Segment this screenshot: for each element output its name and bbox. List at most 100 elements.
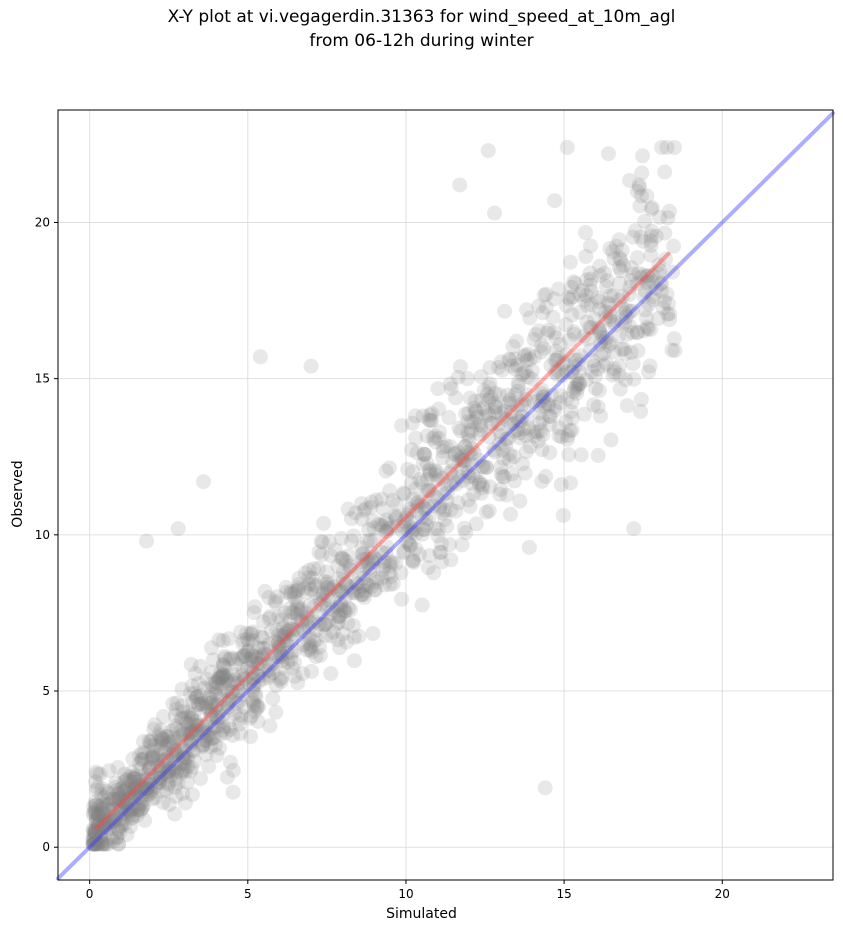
scatter-point: [211, 670, 227, 686]
scatter-point: [105, 791, 121, 807]
scatter-point: [600, 295, 616, 311]
scatter-point: [559, 346, 575, 362]
scatter-point: [202, 690, 218, 706]
scatter-point: [168, 747, 184, 763]
scatter-point: [625, 266, 641, 282]
scatter-point: [176, 755, 192, 771]
scatter-point: [365, 625, 381, 641]
scatter-point: [379, 538, 395, 554]
scatter-point: [603, 432, 619, 448]
scatter-point: [96, 789, 112, 805]
scatter-point: [220, 699, 236, 715]
scatter-point: [214, 676, 230, 692]
scatter-point: [430, 381, 446, 397]
scatter-point: [185, 694, 201, 710]
scatter-point: [633, 403, 649, 419]
scatter-point: [559, 139, 575, 155]
scatter-point: [431, 424, 447, 440]
scatter-point: [316, 617, 332, 633]
scatter-point: [401, 504, 417, 520]
scatter-point: [550, 350, 566, 366]
scatter-point: [424, 405, 440, 421]
scatter-point: [312, 607, 328, 623]
scatter-point: [368, 492, 384, 508]
scatter-point: [225, 651, 241, 667]
scatter-point: [188, 714, 204, 730]
scatter-point: [293, 601, 309, 617]
scatter-point: [204, 706, 220, 722]
scatter-point: [535, 412, 551, 428]
scatter-point: [150, 751, 166, 767]
scatter-point: [153, 741, 169, 757]
scatter-point: [233, 707, 249, 723]
scatter-point: [359, 551, 375, 567]
scatter-point: [520, 387, 536, 403]
scatter-point: [579, 314, 595, 330]
scatter-point: [354, 496, 370, 512]
scatter-point: [208, 709, 224, 725]
scatter-point: [478, 459, 494, 475]
scatter-point: [145, 750, 161, 766]
scatter-point: [564, 422, 580, 438]
scatter-point: [92, 808, 108, 824]
scatter-point: [95, 800, 111, 816]
scatter-point: [495, 469, 511, 485]
scatter-point: [250, 655, 266, 671]
scatter-point: [535, 305, 551, 321]
scatter-point: [548, 330, 564, 346]
scatter-point: [460, 414, 476, 430]
scatter-point: [657, 225, 673, 241]
scatter-point: [481, 407, 497, 423]
scatter-point: [198, 698, 214, 714]
scatter-point: [162, 768, 178, 784]
scatter-point: [634, 165, 650, 181]
scatter-point: [182, 736, 198, 752]
scatter-point: [598, 355, 614, 371]
scatter-point: [639, 188, 655, 204]
scatter-point: [311, 639, 327, 655]
scatter-point: [439, 485, 455, 501]
scatter-point: [100, 785, 116, 801]
scatter-point: [182, 737, 198, 753]
scatter-point: [219, 769, 235, 785]
scatter-point: [517, 363, 533, 379]
scatter-point: [478, 408, 494, 424]
scatter-point: [207, 737, 223, 753]
scatter-point: [623, 344, 639, 360]
scatter-point: [121, 803, 137, 819]
scatter-point: [603, 335, 619, 351]
scatter-point: [330, 609, 346, 625]
scatter-point: [343, 511, 359, 527]
scatter-point: [433, 536, 449, 552]
scatter-point: [567, 275, 583, 291]
scatter-point: [394, 591, 410, 607]
scatter-point: [515, 365, 531, 381]
scatter-point: [232, 693, 248, 709]
scatter-point: [519, 352, 535, 368]
scatter-point: [282, 613, 298, 629]
scatter-point: [493, 481, 509, 497]
scatter-point: [521, 420, 537, 436]
scatter-point: [100, 816, 116, 832]
scatter-point: [560, 428, 576, 444]
scatter-point: [290, 582, 306, 598]
scatter-point: [152, 771, 168, 787]
scatter-point: [316, 515, 332, 531]
scatter-point: [249, 698, 265, 714]
scatter-point: [196, 732, 212, 748]
scatter-point: [112, 811, 128, 827]
chart-subtitle: from 06-12h during winter: [309, 31, 534, 51]
scatter-point: [595, 329, 611, 345]
scatter-point: [642, 358, 658, 374]
scatter-point: [108, 775, 124, 791]
scatter-point: [164, 747, 180, 763]
scatter-point: [320, 592, 336, 608]
scatter-point: [331, 614, 347, 630]
scatter-point: [502, 392, 518, 408]
scatter-point: [302, 640, 318, 656]
scatter-point: [187, 753, 203, 769]
scatter-point: [139, 533, 155, 549]
scatter-point: [192, 688, 208, 704]
scatter-point: [340, 615, 356, 631]
scatter-point: [481, 392, 497, 408]
